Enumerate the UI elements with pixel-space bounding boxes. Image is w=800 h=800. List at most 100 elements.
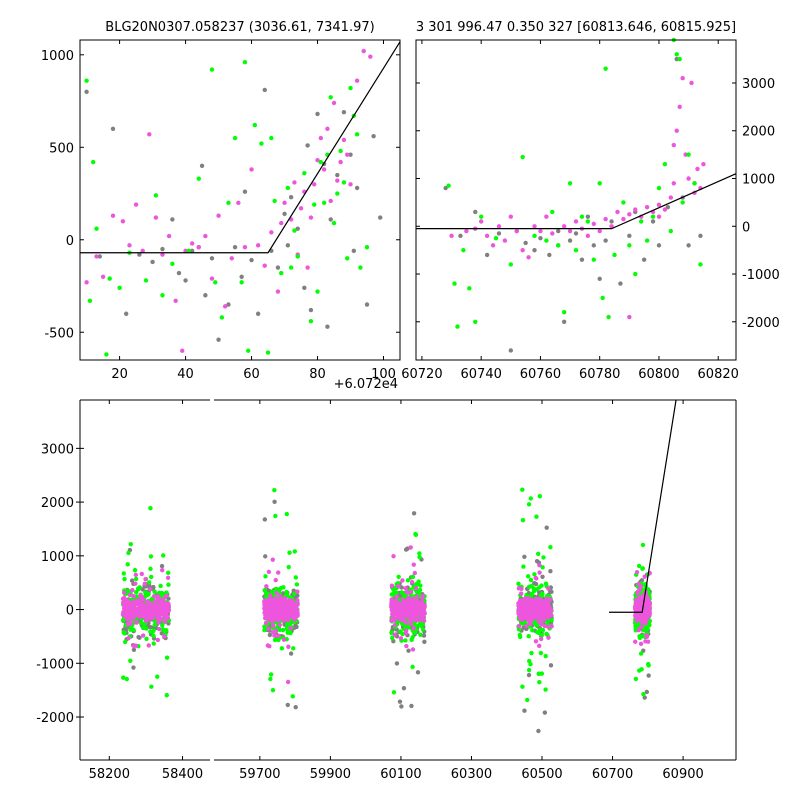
top-right-point-green [455,324,460,329]
bottom-point-magenta [533,639,539,644]
bottom-point-magenta [645,639,651,644]
bottom-point-magenta [416,602,421,607]
bottom-point-magenta [644,634,650,639]
top-left-point-green [335,191,340,196]
bottom-point-magenta [394,605,399,611]
top-left-point-gray [84,89,89,94]
top-left-point-green [358,265,363,270]
bottom-point-gray [549,589,554,595]
bottom-model-line [609,399,677,613]
bottom-point-green [528,496,533,501]
top-left-x-offset: +6.072e4 [334,377,398,392]
bottom-point-magenta [122,603,128,608]
bottom-point-magenta [128,621,134,626]
bottom-point-magenta [295,589,300,594]
bottom-ytick-label: 1000 [41,550,74,565]
top-right-point-magenta [532,224,537,229]
top-left-point-magenta [292,180,297,185]
bottom-point-gray [136,634,141,640]
bottom-ytick-label: -1000 [36,657,74,672]
bottom-point-magenta [157,626,162,632]
top-left-ytick-label: -500 [44,326,74,341]
top-right-point-gray [591,243,596,248]
bottom-point-magenta [278,606,284,612]
top-right-point-green [606,314,611,320]
top-right-point-magenta [656,202,662,207]
bottom-point-magenta [636,627,641,633]
top-right-xtick-label: 60720 [401,367,442,382]
top-left-point-green [104,352,109,357]
bottom-point-green [535,551,541,556]
bottom-point-green [122,576,127,582]
bottom-point-magenta [395,602,401,607]
top-left-point-green [209,67,215,72]
bottom-point-green [287,550,292,555]
bottom-point-magenta [536,643,542,649]
bottom-point-green [543,653,548,659]
top-left-point-magenta [100,274,106,279]
top-left-point-green [242,59,248,65]
top-left-point-green [269,135,274,141]
top-right-point-gray [650,219,656,224]
bottom-point-magenta [148,587,153,592]
bottom-point-magenta [278,601,283,606]
bottom-point-green [539,583,544,588]
bottom-point-green [392,589,397,595]
top-right-xtick-label: 60780 [579,367,620,382]
bottom-point-magenta [413,614,418,619]
bottom-point-magenta [404,590,410,595]
top-left-point-green [312,202,317,207]
bottom-point-magenta [291,611,297,616]
bottom-point-gray [522,708,527,713]
bottom-point-magenta [409,610,414,615]
top-right-point-magenta [621,216,626,222]
top-left-point-magenta [166,233,172,239]
top-right-point-magenta [680,76,685,81]
top-left-point-magenta [282,200,287,205]
bottom-point-magenta [280,610,285,616]
bottom-point-magenta [268,593,273,598]
top-left-xtick-label: 40 [177,367,194,382]
top-right-point-gray [458,233,463,239]
bottom-point-gray [526,672,532,678]
bottom-point-magenta [275,617,280,623]
top-left-point-gray [249,257,254,263]
top-left-point-gray [209,256,215,261]
top-left-point-magenta [331,100,337,106]
top-right-point-gray [579,257,585,262]
bottom-point-green [279,646,285,651]
top-left-point-gray [176,270,182,276]
bottom-point-magenta [266,617,272,623]
bottom-point-magenta [396,583,401,589]
top-left-point-magenta [298,206,304,211]
bottom-seg1-xtick-label: 60500 [521,767,562,782]
top-right-point-gray [627,233,632,239]
bottom-point-green [646,663,651,668]
top-left-point-magenta [345,152,350,157]
top-left-point-gray [305,143,310,148]
top-left-point-magenta [216,213,221,218]
bottom-point-green [121,675,126,680]
bottom-point-magenta [638,595,643,600]
bottom-point-magenta [271,611,277,616]
bottom-seg1-xtick-label: 60100 [380,767,421,782]
top-left-point-magenta [308,215,314,220]
bottom-point-magenta [134,598,140,603]
bottom-point-magenta [266,569,272,575]
top-left-point-gray [325,324,330,329]
bottom-point-magenta [634,617,640,622]
top-left-point-magenta [236,200,241,205]
bottom-point-magenta [264,584,269,589]
bottom-point-magenta [644,595,650,600]
bottom-seg1-xtick-label: 59900 [310,767,351,782]
bottom-point-green [262,624,267,629]
bottom-point-green [164,692,169,698]
bottom-point-gray [646,673,651,678]
bottom-point-green [520,518,526,523]
bottom-point-magenta [541,617,547,622]
bottom-point-magenta [264,614,270,619]
top-left-point-green [302,170,307,176]
bottom-point-green [537,493,543,499]
bottom-point-green [526,584,532,590]
bottom-point-magenta [146,600,151,605]
